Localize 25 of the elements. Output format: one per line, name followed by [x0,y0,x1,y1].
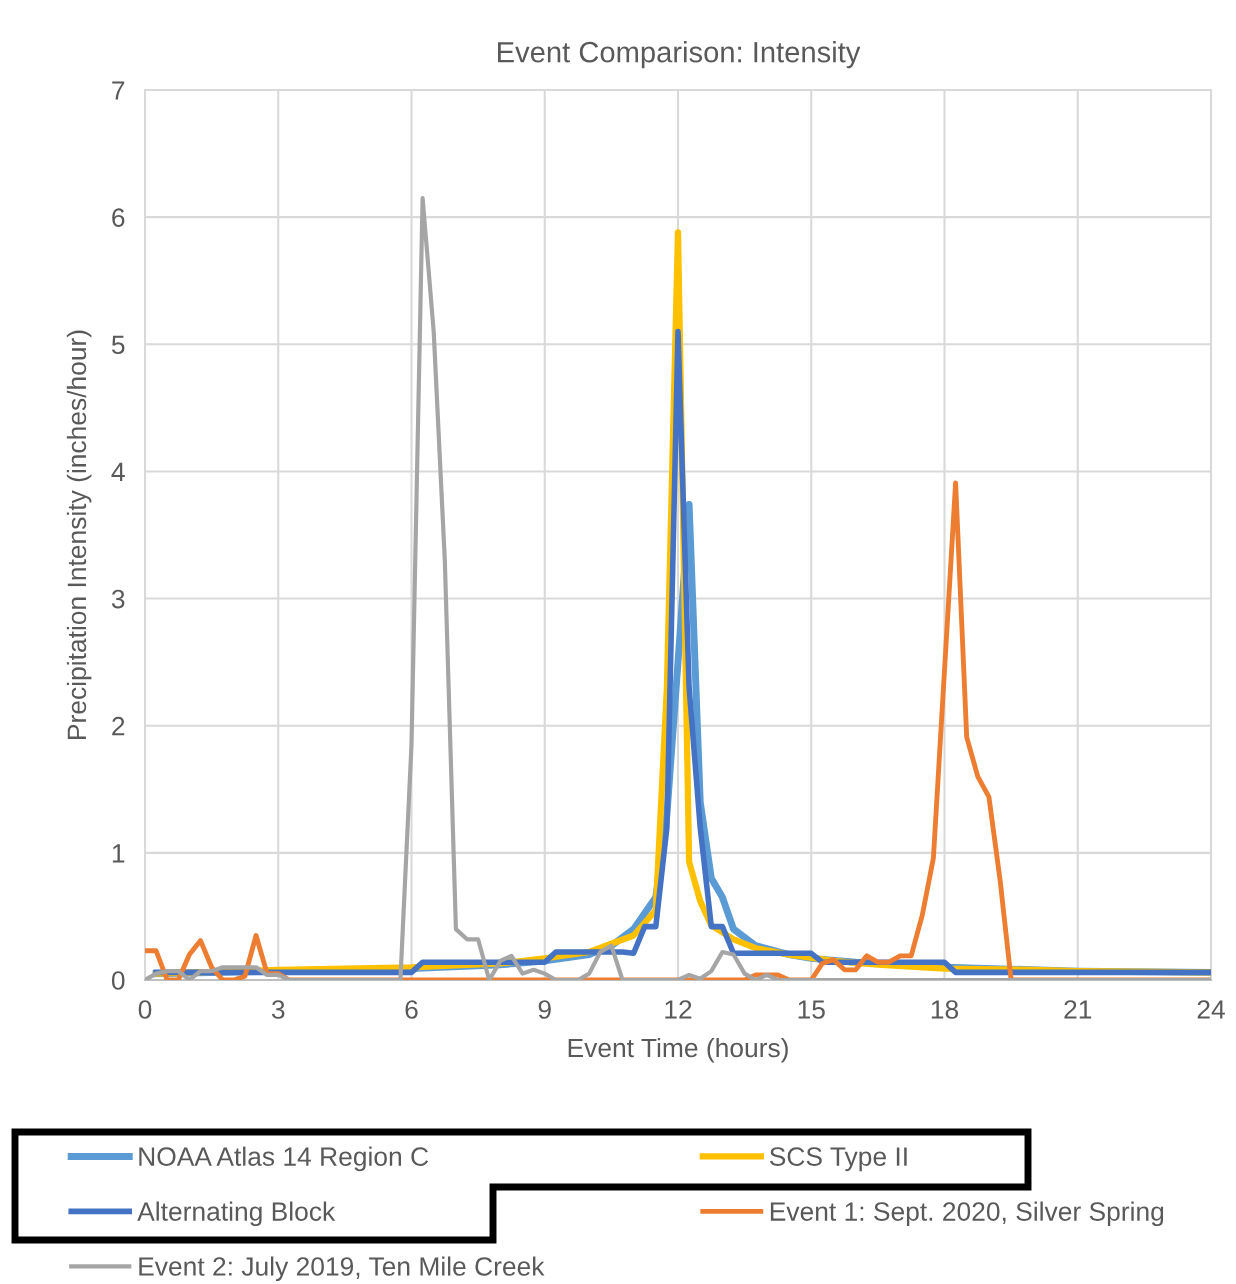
y-tick-label: 6 [112,208,125,227]
y-tick-label: 4 [111,462,125,481]
y-tick-label: 5 [111,335,125,355]
y-tick-label: 1 [112,844,125,863]
legend-label: NOAA Atlas 14 Region C [139,1146,429,1172]
x-tick-label: 12 [665,1000,692,1019]
x-tick-label: 6 [405,1000,418,1019]
x-tick-label: 18 [931,1000,959,1019]
x-tick-label: 3 [271,1000,285,1019]
x-tick-label: 0 [138,1000,152,1019]
x-tick-label: 9 [538,1000,551,1019]
x-axis-title: Event Time (hours) [568,1037,788,1063]
x-tick-label: 15 [798,1000,825,1019]
legend-label: Event 2: July 2019, Ten Mile Creek [139,1256,545,1282]
legend-label: Alternating Block [137,1201,336,1227]
y-tick-label: 3 [111,589,125,609]
y-axis-title: Precipitation Intensity (inches/hour) [66,330,92,739]
legend-label: Event 1: Sept. 2020, Silver Spring [770,1201,1164,1227]
y-tick-label: 7 [112,81,125,100]
legend-label: SCS Type II [769,1147,907,1172]
x-tick-label: 24 [1197,1000,1225,1019]
x-tick-label: 21 [1064,1000,1092,1019]
chart-title: Event Comparison: Intensity [498,41,861,69]
y-tick-label: 0 [111,971,125,990]
y-tick-label: 2 [112,716,125,736]
